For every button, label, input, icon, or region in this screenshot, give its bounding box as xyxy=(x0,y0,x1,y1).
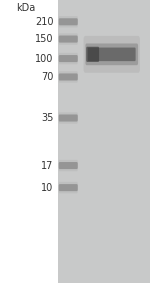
Text: kDa: kDa xyxy=(16,3,35,13)
Text: 70: 70 xyxy=(41,72,53,82)
FancyBboxPatch shape xyxy=(59,55,78,62)
FancyBboxPatch shape xyxy=(84,36,140,73)
Text: 100: 100 xyxy=(35,53,53,64)
FancyBboxPatch shape xyxy=(59,184,78,191)
FancyBboxPatch shape xyxy=(86,47,99,62)
FancyBboxPatch shape xyxy=(59,182,78,193)
Text: 150: 150 xyxy=(35,34,53,44)
FancyBboxPatch shape xyxy=(59,71,78,83)
FancyBboxPatch shape xyxy=(59,18,78,25)
Text: 210: 210 xyxy=(35,17,53,27)
FancyBboxPatch shape xyxy=(59,114,78,122)
Text: 35: 35 xyxy=(41,113,53,123)
FancyBboxPatch shape xyxy=(59,33,78,45)
FancyBboxPatch shape xyxy=(85,44,138,65)
FancyBboxPatch shape xyxy=(59,53,78,64)
FancyBboxPatch shape xyxy=(88,48,136,61)
FancyBboxPatch shape xyxy=(59,160,78,171)
FancyBboxPatch shape xyxy=(59,162,78,169)
FancyBboxPatch shape xyxy=(59,73,78,80)
Bar xyxy=(58,0,150,283)
Text: 17: 17 xyxy=(41,160,53,171)
FancyBboxPatch shape xyxy=(59,16,78,27)
Text: 10: 10 xyxy=(41,183,53,193)
FancyBboxPatch shape xyxy=(59,112,78,124)
FancyBboxPatch shape xyxy=(59,35,78,42)
